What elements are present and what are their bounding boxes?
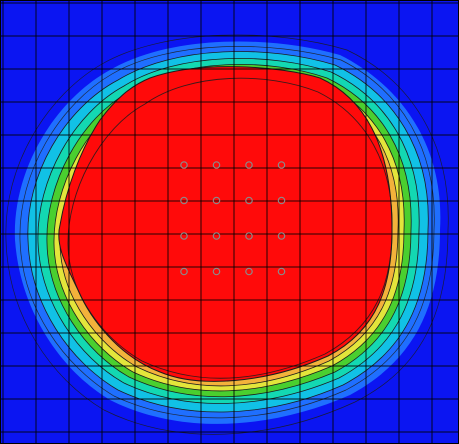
marker-point xyxy=(212,267,221,276)
marker-point xyxy=(277,161,286,169)
contour-line-3 xyxy=(67,77,393,379)
marker-point xyxy=(277,267,286,276)
marker-point xyxy=(180,196,188,205)
contour-line-2 xyxy=(19,46,435,419)
contour-lines xyxy=(5,34,449,435)
marker-point xyxy=(212,196,221,205)
marker-point xyxy=(180,232,188,240)
marker-point xyxy=(245,161,253,169)
marker-point xyxy=(212,161,221,169)
marker-point xyxy=(180,267,188,276)
marker-point xyxy=(245,196,253,205)
marker-point xyxy=(245,267,253,276)
marker-point xyxy=(180,161,188,169)
marker-point xyxy=(245,232,253,240)
marker-point xyxy=(277,196,286,205)
high-field-core xyxy=(58,66,393,382)
marker-point xyxy=(277,232,286,240)
contour-line-1 xyxy=(5,34,449,435)
marker-points xyxy=(180,161,286,276)
marker-point xyxy=(212,232,221,240)
